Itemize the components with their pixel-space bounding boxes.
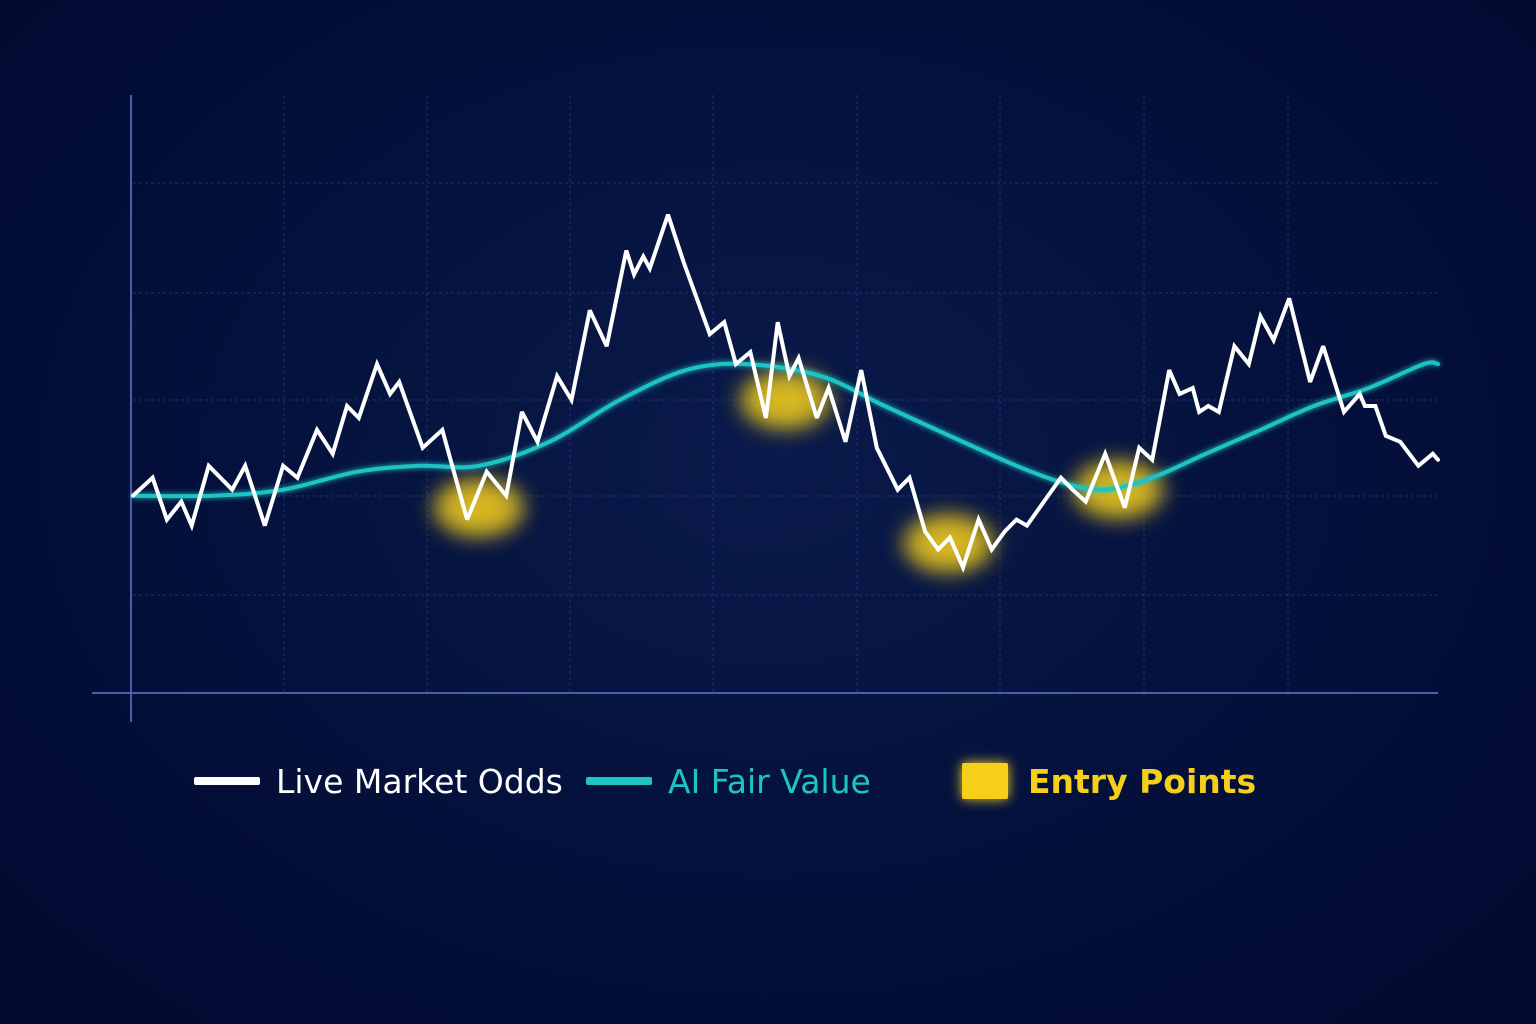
- legend-swatch-fair: [586, 777, 652, 785]
- entry-core-2: [920, 527, 977, 560]
- legend: Live Market Odds AI Fair Value Entry Poi…: [190, 756, 1340, 806]
- legend-item-entry-points: Entry Points: [962, 756, 1256, 806]
- legend-item-live-market-odds: Live Market Odds: [194, 756, 563, 806]
- legend-label-market: Live Market Odds: [276, 761, 563, 801]
- axes: [92, 95, 1438, 722]
- grid: [133, 95, 1438, 693]
- entry-core-1: [757, 383, 814, 416]
- series-live-market-odds: [131, 213, 1440, 574]
- legend-item-ai-fair-value: AI Fair Value: [586, 756, 871, 806]
- entry-point-1: [739, 369, 832, 430]
- legend-swatch-entry: [962, 763, 1008, 799]
- legend-label-entry: Entry Points: [1028, 761, 1257, 801]
- entry-points: [432, 369, 1165, 574]
- series-lines: [131, 213, 1440, 574]
- legend-swatch-market: [194, 777, 260, 785]
- legend-label-fair: AI Fair Value: [668, 761, 871, 801]
